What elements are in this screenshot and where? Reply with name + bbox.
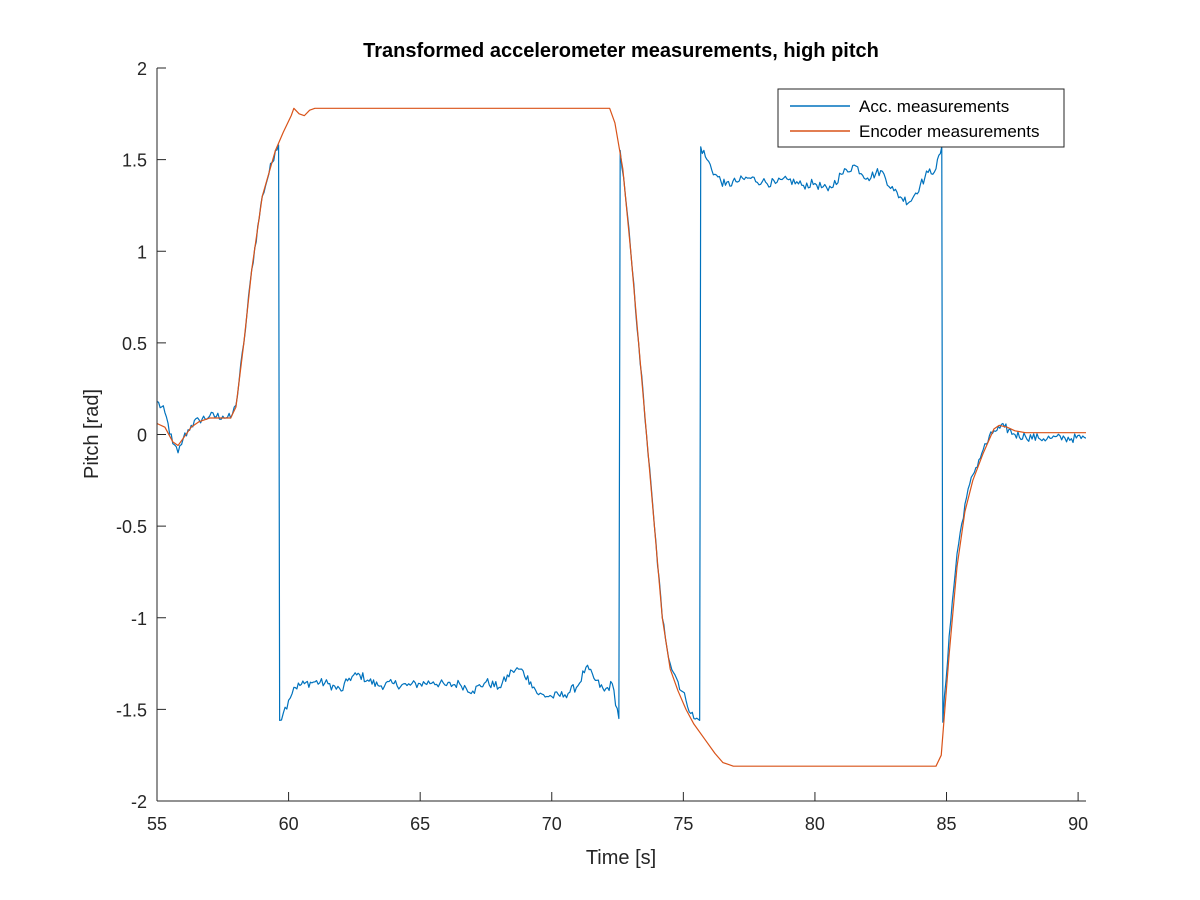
y-tick-label: 0	[137, 426, 147, 446]
x-tick-label: 65	[410, 814, 430, 834]
y-tick-label: 2	[137, 59, 147, 79]
x-tick-label: 90	[1068, 814, 1088, 834]
legend-box	[777, 88, 1065, 148]
y-tick-label: 1	[137, 242, 147, 262]
y-tick-label: -0.5	[116, 517, 147, 537]
y-axis-label: Pitch [rad]	[81, 389, 103, 479]
x-tick-label: 85	[937, 814, 957, 834]
y-tick-label: 1.5	[122, 151, 147, 171]
legend-label-1: Acc. measurements	[859, 97, 1009, 116]
chart-title: Transformed accelerometer measurements, …	[363, 40, 879, 62]
plot-area	[157, 107, 1086, 767]
y-tick-label: -2	[131, 792, 147, 812]
x-tick-label: 70	[542, 814, 562, 834]
x-tick-label: 55	[147, 814, 167, 834]
x-tick-label: 75	[673, 814, 693, 834]
series-line-2	[157, 107, 1086, 767]
x-tick-label: 60	[279, 814, 299, 834]
y-tick-label: -1	[131, 609, 147, 629]
legend-label-2: Encoder measurements	[859, 122, 1039, 141]
x-tick-label: 80	[805, 814, 825, 834]
x-axis-label: Time [s]	[586, 847, 656, 869]
y-tick-label: 0.5	[122, 334, 147, 354]
y-tick-label: -1.5	[116, 700, 147, 720]
legend: Acc. measurements Encoder measurements	[777, 88, 1065, 148]
axes: 55 60 65 70 75 80 85 90 -2 -1.5 -1 -0.5 0 0.5 1 1.5 2	[116, 59, 1088, 834]
